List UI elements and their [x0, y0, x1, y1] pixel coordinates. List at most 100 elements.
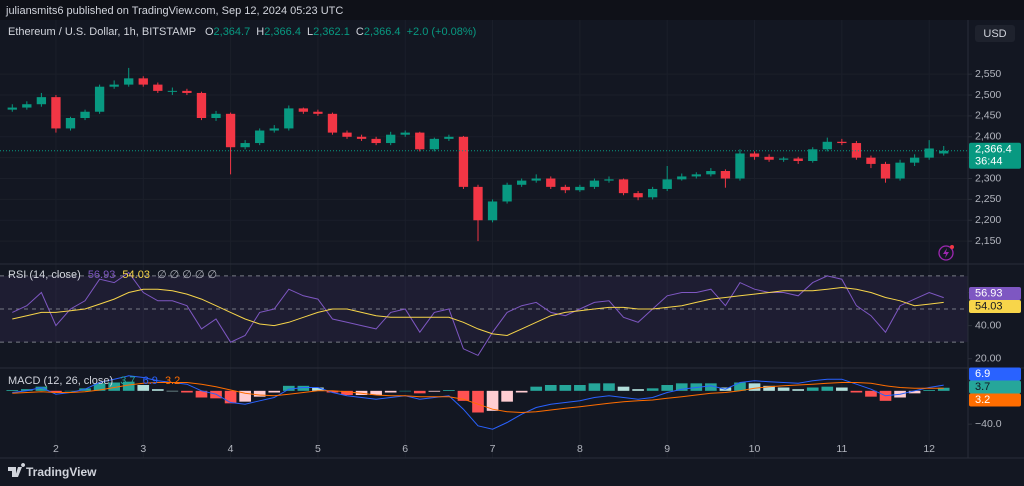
candle-body [240, 143, 250, 148]
candle-body [356, 136, 367, 139]
candle-body [706, 171, 716, 175]
x-tick-label: 7 [490, 443, 496, 455]
candle-body [647, 188, 658, 198]
symbol-title: Ethereum / U.S. Dollar, 1h, BITSTAMP [8, 26, 196, 38]
candle-body [196, 92, 207, 118]
currency-box [975, 25, 1015, 42]
candle-body [633, 193, 643, 198]
histogram-bar [923, 390, 935, 391]
ohlc-value: 2,366.4 [364, 26, 401, 38]
countdown: 36:44 [975, 156, 1003, 168]
price-legend: Ethereum / U.S. Dollar, 1h, BITSTAMP O 2,… [8, 26, 476, 38]
histogram-bar [457, 390, 470, 401]
candle-body [51, 97, 61, 129]
candle-body [735, 153, 745, 179]
histogram-bar [617, 386, 630, 391]
histogram-bar [108, 382, 120, 391]
histogram-bar [341, 390, 353, 395]
histogram-bar [908, 390, 921, 394]
candle-body [36, 97, 47, 105]
histogram-bar [370, 390, 382, 395]
candle-body [939, 150, 949, 154]
ohlc-value: 2,362.1 [313, 26, 350, 38]
candle-body [473, 186, 483, 221]
histogram-bar [122, 381, 135, 391]
candle-body [589, 180, 600, 187]
histogram-bar [544, 385, 557, 391]
histogram-bar [443, 390, 455, 391]
rsi-line [12, 271, 944, 357]
brand-logo [8, 463, 26, 477]
candle-body [94, 86, 105, 112]
value-badge-label: 3.2 [975, 394, 990, 406]
histogram-bar [50, 390, 62, 393]
y-tick-label: 40.00 [975, 319, 1001, 331]
candle-body [415, 132, 425, 150]
histogram-bar [472, 390, 484, 413]
alert-dot [950, 245, 954, 249]
candle-body [458, 136, 469, 187]
brand: TradingView [26, 465, 97, 479]
hist-value: 3.7 [120, 375, 135, 387]
candle-body [225, 113, 236, 148]
macd-title: MACD (12, 26, close) [8, 375, 113, 387]
value-badge-label: 54.03 [975, 300, 1003, 312]
candle-body [22, 104, 32, 108]
histogram-bar [151, 389, 164, 391]
candle-body [182, 90, 192, 93]
candle-body [531, 178, 541, 181]
histogram-bar [166, 390, 179, 392]
x-tick-label: 9 [664, 443, 670, 455]
candle-body [808, 149, 818, 161]
histogram-bar [806, 387, 819, 391]
ohlc-name: O [205, 26, 214, 38]
placeholders: ∅ ∅ ∅ ∅ ∅ [157, 269, 217, 281]
histogram-bar [530, 386, 543, 391]
x-tick-label: 3 [140, 443, 146, 455]
y-tick-label: 2,500 [975, 89, 1001, 101]
y-tick-label: 2,150 [975, 235, 1001, 247]
x-tick-label: 12 [923, 443, 935, 455]
alert-icon[interactable] [938, 245, 954, 261]
value-badge [969, 380, 1021, 394]
histogram-bar [64, 390, 77, 392]
ohlc-value: 2,366.4 [264, 26, 301, 38]
y-tick-label: 2,200 [975, 214, 1001, 226]
histogram-bar [865, 390, 877, 397]
y-tick-label: 20.00 [975, 353, 1001, 365]
macd-line [12, 382, 944, 414]
histogram-bar [35, 386, 48, 391]
histogram-bar [268, 390, 281, 393]
histogram-bar [705, 383, 717, 391]
candle-body [502, 184, 512, 202]
candle-body [895, 162, 905, 179]
candle-body [909, 157, 920, 163]
histogram-bar [559, 385, 572, 391]
y-tick-label: 2,450 [975, 110, 1001, 122]
value-badge [969, 286, 1021, 300]
last-price-badge [969, 142, 1021, 169]
candle-body [65, 118, 76, 129]
x-tick-label: 6 [402, 443, 408, 455]
candle-body [575, 186, 585, 191]
histogram-bar [937, 387, 950, 391]
histogram-bar [399, 390, 412, 392]
histogram-bar [734, 382, 746, 391]
histogram-bar [675, 383, 688, 391]
histogram-bar [632, 389, 644, 391]
histogram-bar [646, 388, 659, 391]
histogram-bar [501, 390, 513, 402]
histogram-bar [821, 386, 834, 391]
x-tick-label: 11 [836, 443, 847, 455]
candle-body [7, 107, 17, 110]
histogram-bar [748, 383, 761, 391]
histogram-bar [93, 383, 106, 391]
candle-body [371, 138, 381, 144]
currency: USD [983, 28, 1006, 40]
histogram-bar [661, 385, 674, 391]
histogram-bar [224, 390, 237, 404]
value-badge-label: 6.9 [975, 368, 990, 380]
candle-body [691, 174, 701, 177]
ohlc-name: C [356, 26, 364, 38]
candle-body [677, 176, 687, 180]
